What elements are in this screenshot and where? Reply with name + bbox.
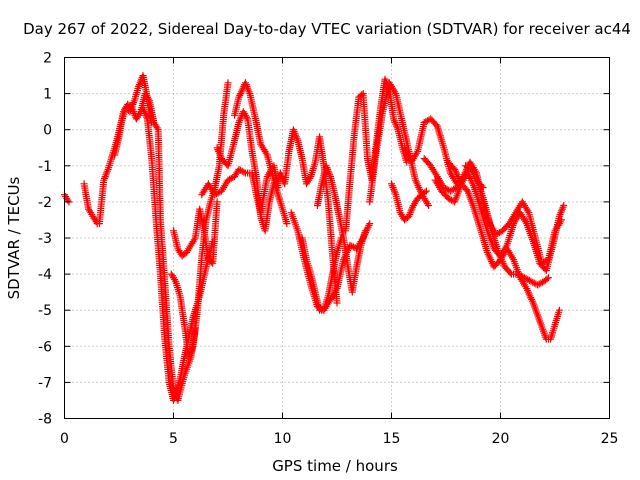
series-sat-s xyxy=(431,169,568,274)
data-point xyxy=(495,229,503,237)
series-sat-a xyxy=(61,191,73,206)
y-tick-label: -1 xyxy=(38,159,52,175)
y-tick-label: -8 xyxy=(38,412,52,428)
y-tick-labels: -8 -7 -6 -5 -4 -3 -2 -1 0 1 2 xyxy=(38,51,52,428)
data-point xyxy=(283,220,291,228)
y-tick-label: -5 xyxy=(38,303,52,319)
series-sat-u xyxy=(462,162,552,289)
data-layer xyxy=(61,72,568,404)
data-point xyxy=(425,202,433,209)
x-tick-labels: 0 5 10 15 20 25 xyxy=(60,431,618,447)
chart-title: Day 267 of 2022, Sidereal Day-to-day VTE… xyxy=(23,20,631,38)
x-tick-label: 25 xyxy=(601,431,619,447)
x-tick-label: 0 xyxy=(60,431,69,447)
y-tick-label: 2 xyxy=(43,51,52,67)
data-point xyxy=(333,299,341,307)
tick-layer xyxy=(64,57,610,419)
data-point xyxy=(421,188,429,196)
data-point xyxy=(543,275,551,283)
data-point xyxy=(361,227,369,235)
data-point xyxy=(422,187,430,195)
series-sat-h xyxy=(213,108,278,235)
data-point xyxy=(560,202,568,209)
y-tick-label: -7 xyxy=(38,375,52,391)
data-point xyxy=(224,79,232,87)
data-point xyxy=(240,168,248,176)
x-tick-label: 5 xyxy=(169,431,178,447)
series-sat-p xyxy=(388,180,430,224)
data-point xyxy=(555,306,563,314)
data-point xyxy=(506,269,514,277)
x-tick-label: 15 xyxy=(383,431,401,447)
y-tick-label: -6 xyxy=(38,339,52,355)
y-axis-title: SDTVAR / TECUs xyxy=(5,176,23,299)
series-sat-f xyxy=(170,198,221,267)
data-point xyxy=(227,174,235,182)
y-tick-label: 1 xyxy=(43,87,52,103)
data-point xyxy=(238,167,246,175)
y-tick-label: 0 xyxy=(43,123,52,139)
y-tick-label: -3 xyxy=(38,231,52,247)
y-tick-label: -2 xyxy=(38,195,52,211)
data-point xyxy=(213,198,221,206)
series-sat-t xyxy=(444,158,563,343)
series-sat-i xyxy=(231,79,291,228)
x-axis-title: GPS time / hours xyxy=(272,457,398,475)
data-point xyxy=(366,220,374,228)
data-point xyxy=(545,274,552,282)
x-tick-label: 10 xyxy=(274,431,292,447)
series-sat-m xyxy=(313,162,369,296)
x-tick-label: 20 xyxy=(492,431,510,447)
y-tick-label: -4 xyxy=(38,267,52,283)
